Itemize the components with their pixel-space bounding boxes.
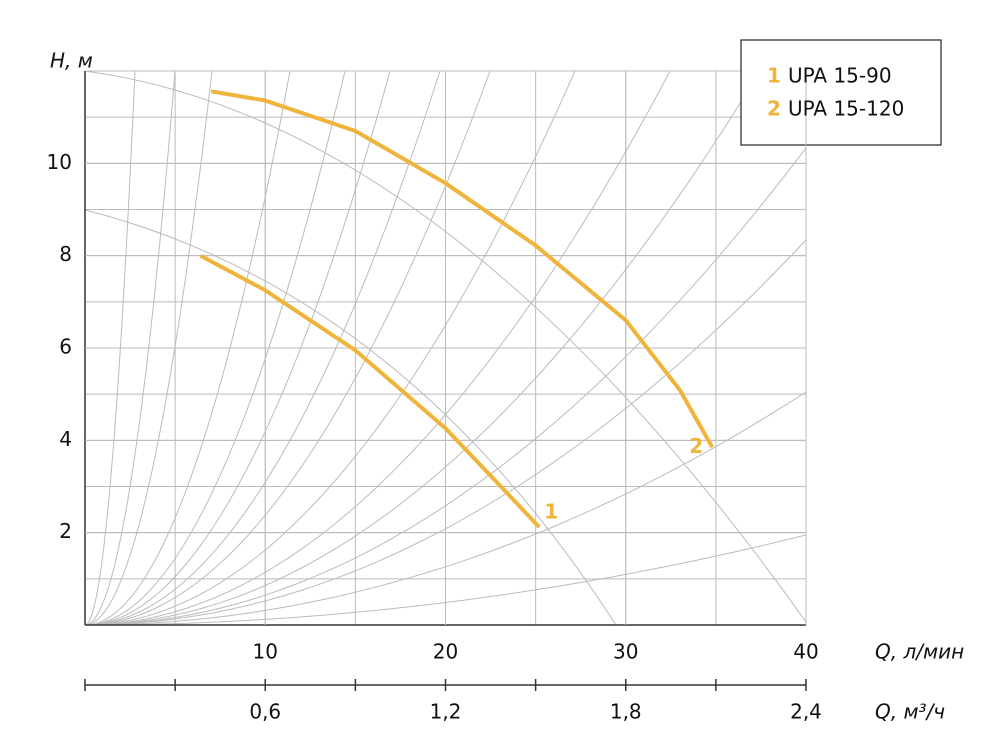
x-tick-label: 10 [253,640,278,664]
x-tick-label: 30 [613,640,638,664]
y-tick-label: 10 [47,150,72,174]
legend-label: UPA 15-90 [788,64,892,88]
decorative-curve [84,209,617,626]
system-curve [84,70,671,626]
y-axis-label: H, м [50,49,93,73]
y-tick-label: 2 [59,519,72,543]
x2-tick-label: 2,4 [790,700,822,724]
pump-curve [210,89,715,449]
system-curve [84,70,346,626]
curve-label: 1 [544,500,558,524]
system-curve [84,70,176,626]
y-tick-label: 8 [59,242,72,266]
system-curve [84,70,576,626]
system-curve [84,70,291,626]
system-curve [84,70,391,626]
x2-axis-label: Q, м³/ч [875,700,945,724]
legend-label: UPA 15-120 [788,97,904,121]
x-tick-label: 20 [433,640,458,664]
system-curve [84,70,491,626]
x2-tick-label: 1,2 [430,700,462,724]
system-curve [84,70,136,626]
system-curve [84,70,761,626]
legend-box [740,39,942,146]
curve-label: 2 [689,434,703,458]
system-curve [84,70,441,626]
legend-number: 2 [767,97,781,121]
y-tick-label: 4 [59,427,72,451]
decorative-curve [84,70,807,623]
x-tick-label: 40 [793,640,818,664]
x2-tick-label: 0,6 [249,700,281,724]
x-axis-label: Q, л/мин [875,640,964,664]
system-curve [84,70,213,626]
system-curves [84,70,807,626]
y-tick-label: 6 [59,335,72,359]
legend-number: 1 [767,64,781,88]
pump-curve [199,253,541,529]
x2-tick-label: 1,8 [610,700,642,724]
